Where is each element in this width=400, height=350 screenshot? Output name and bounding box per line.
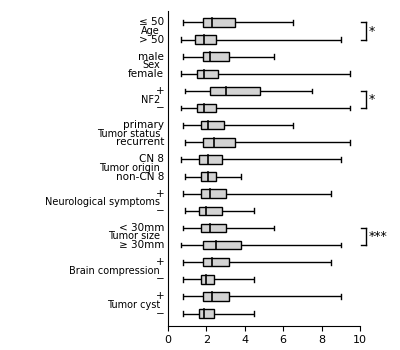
Bar: [201, 189, 226, 198]
Bar: [197, 70, 218, 78]
Text: +: +: [156, 189, 164, 199]
Bar: [201, 172, 216, 181]
Bar: [201, 224, 226, 232]
Text: Tumor status: Tumor status: [97, 129, 160, 139]
Text: NF2: NF2: [141, 94, 160, 105]
Bar: [202, 138, 235, 147]
Text: +: +: [156, 292, 164, 301]
Bar: [210, 87, 260, 95]
Bar: [202, 241, 241, 249]
Text: −: −: [156, 206, 164, 216]
Text: Tumor origin: Tumor origin: [99, 163, 160, 173]
Bar: [201, 275, 214, 284]
Text: Tumor cyst: Tumor cyst: [107, 300, 160, 310]
Text: > 50: > 50: [139, 35, 164, 44]
Bar: [199, 155, 222, 164]
Bar: [201, 121, 224, 130]
Bar: [199, 206, 222, 215]
Text: Sex: Sex: [142, 60, 160, 70]
Bar: [195, 35, 216, 44]
Text: Tumor size: Tumor size: [108, 231, 160, 242]
Bar: [202, 292, 230, 301]
Text: male: male: [138, 52, 164, 62]
Text: −: −: [156, 103, 164, 113]
Text: −: −: [156, 308, 164, 319]
Bar: [197, 104, 216, 112]
Text: recurrent: recurrent: [116, 137, 164, 147]
Text: ≥ 30mm: ≥ 30mm: [119, 240, 164, 250]
Bar: [199, 309, 214, 318]
Text: −: −: [156, 274, 164, 284]
Text: *: *: [369, 25, 375, 37]
Text: *: *: [369, 93, 375, 106]
Text: ***: ***: [369, 230, 387, 243]
Bar: [202, 52, 230, 61]
Text: CN 8: CN 8: [139, 154, 164, 164]
Bar: [202, 258, 230, 266]
Text: non-CN 8: non-CN 8: [116, 172, 164, 182]
X-axis label: NLR: NLR: [252, 349, 276, 350]
Text: primary: primary: [123, 120, 164, 130]
Text: < 30mm: < 30mm: [119, 223, 164, 233]
Text: Brain compression: Brain compression: [69, 266, 160, 276]
Text: +: +: [156, 257, 164, 267]
Text: female: female: [128, 69, 164, 79]
Text: ≤ 50: ≤ 50: [139, 18, 164, 28]
Text: +: +: [156, 86, 164, 96]
Text: Age: Age: [141, 26, 160, 36]
Text: Neurological symptoms: Neurological symptoms: [45, 197, 160, 207]
Bar: [202, 18, 235, 27]
